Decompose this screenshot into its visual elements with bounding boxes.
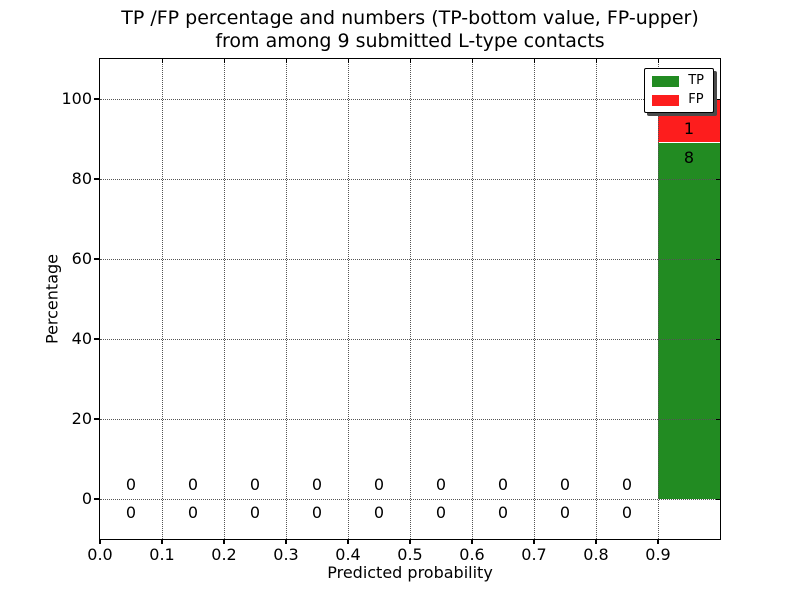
x-tick-label: 0.0	[87, 545, 113, 564]
x-axis-label: Predicted probability	[327, 563, 493, 582]
fp-count-label: 0	[435, 474, 447, 494]
x-tick-mark	[99, 539, 101, 544]
x-tick-mark	[285, 539, 287, 544]
y-right-inner-tick	[716, 338, 720, 340]
x-tick-label: 0.8	[583, 545, 609, 564]
x-tick-mark	[533, 539, 535, 544]
legend-label: FP	[688, 92, 704, 107]
gridline-vertical	[162, 59, 163, 539]
gridline-vertical	[348, 59, 349, 539]
y-tick-mark	[94, 178, 100, 180]
y-tick-label: 80	[71, 169, 92, 188]
tp-legend-swatch	[652, 75, 680, 87]
x-tick-label: 0.2	[211, 545, 237, 564]
x-top-inner-tick	[657, 59, 659, 63]
plot-area: TP FP 0 0 0 0 0 0 0 0 0 0 0 0 0 0 0 0 0 0 1 8	[99, 58, 721, 540]
fp-count-label: 0	[249, 474, 261, 494]
x-tick-label: 0.4	[335, 545, 361, 564]
bar-tp-segment	[658, 143, 720, 499]
x-top-inner-tick	[347, 59, 349, 63]
chart-title-line2: from among 9 submitted L-type contacts	[215, 30, 605, 52]
fp-count-label: 0	[373, 474, 385, 494]
fp-count-label: 0	[559, 474, 571, 494]
gridline-vertical	[472, 59, 473, 539]
gridline-vertical	[658, 59, 659, 539]
y-tick-label: 0	[81, 489, 92, 508]
y-right-inner-tick	[716, 258, 720, 260]
fp-count-label: 0	[125, 474, 137, 494]
x-tick-mark	[471, 539, 473, 544]
y-right-inner-tick	[716, 498, 720, 500]
legend: TP FP	[644, 68, 714, 113]
x-tick-label: 0.9	[645, 545, 671, 564]
y-tick-mark	[94, 338, 100, 340]
y-tick-label: 100	[61, 89, 92, 108]
fp-legend-swatch	[652, 94, 680, 106]
x-top-inner-tick	[409, 59, 411, 63]
x-tick-mark	[161, 539, 163, 544]
gridline-vertical	[596, 59, 597, 539]
y-tick-mark	[94, 98, 100, 100]
gridline-vertical	[224, 59, 225, 539]
tp-count-label: 0	[373, 503, 385, 523]
x-top-inner-tick	[471, 59, 473, 63]
tp-count-label: 0	[187, 503, 199, 523]
legend-entry: FP	[652, 93, 704, 107]
y-right-inner-tick	[716, 178, 720, 180]
gridline-vertical	[410, 59, 411, 539]
x-top-inner-tick	[223, 59, 225, 63]
tp-count-label: 0	[559, 503, 571, 523]
tp-count-label: 0	[435, 503, 447, 523]
x-top-inner-tick	[161, 59, 163, 63]
y-tick-mark	[94, 258, 100, 260]
legend-entry: TP	[652, 74, 704, 88]
tp-count-label: 0	[621, 503, 633, 523]
tp-count-label: 0	[497, 503, 509, 523]
chart-title: TP /FP percentage and numbers (TP-bottom…	[100, 7, 720, 53]
x-tick-mark	[347, 539, 349, 544]
x-tick-label: 0.1	[149, 545, 175, 564]
legend-label: TP	[688, 73, 704, 88]
tp-count-label: 0	[125, 503, 137, 523]
y-tick-label: 60	[71, 249, 92, 268]
tp-count-label: 0	[249, 503, 261, 523]
x-tick-label: 0.7	[521, 545, 547, 564]
x-tick-label: 0.6	[459, 545, 485, 564]
y-right-inner-tick	[716, 418, 720, 420]
y-tick-label: 40	[71, 329, 92, 348]
x-tick-label: 0.5	[397, 545, 423, 564]
fp-count-label: 0	[187, 474, 199, 494]
fp-count-label: 1	[683, 119, 695, 139]
y-right-inner-tick	[716, 98, 720, 100]
x-tick-mark	[595, 539, 597, 544]
gridline-vertical	[534, 59, 535, 539]
tp-count-label: 8	[683, 147, 695, 167]
fp-count-label: 0	[311, 474, 323, 494]
tp-count-label: 0	[311, 503, 323, 523]
y-tick-label: 20	[71, 409, 92, 428]
x-tick-mark	[409, 539, 411, 544]
fp-count-label: 0	[621, 474, 633, 494]
x-top-inner-tick	[595, 59, 597, 63]
x-top-inner-tick	[285, 59, 287, 63]
gridline-vertical	[286, 59, 287, 539]
x-top-inner-tick	[533, 59, 535, 63]
chart-title-line1: TP /FP percentage and numbers (TP-bottom…	[121, 7, 699, 29]
fp-count-label: 0	[497, 474, 509, 494]
x-tick-mark	[657, 539, 659, 544]
x-tick-label: 0.3	[273, 545, 299, 564]
x-tick-mark	[223, 539, 225, 544]
y-tick-mark	[94, 498, 100, 500]
y-tick-mark	[94, 418, 100, 420]
